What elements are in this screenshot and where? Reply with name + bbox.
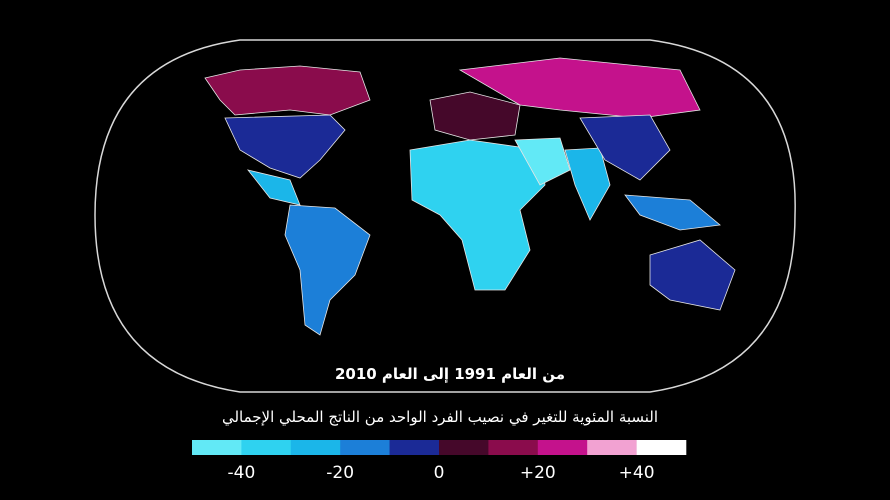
continents — [204, 57, 736, 336]
south-america — [284, 204, 371, 336]
legend-tick-label: -40 — [228, 463, 256, 483]
middle-east — [514, 137, 571, 186]
legend-swatch — [389, 440, 440, 455]
legend-tick-label: +40 — [619, 463, 655, 483]
legend-swatch — [439, 440, 489, 455]
legend-tick-label: +20 — [520, 463, 556, 483]
central-america — [246, 169, 301, 206]
australia — [649, 239, 736, 311]
legend-swatch — [537, 440, 588, 455]
legend-swatch — [636, 440, 687, 455]
legend-swatch — [192, 440, 242, 455]
legend-swatch — [290, 440, 341, 455]
canada — [204, 65, 371, 116]
india — [564, 147, 611, 221]
southeast-asia — [624, 194, 721, 231]
usa — [224, 114, 346, 179]
legend-tick-label: -20 — [326, 463, 354, 483]
legend-swatch — [488, 440, 539, 455]
legend-swatch — [340, 440, 390, 455]
russia — [458, 57, 701, 119]
legend-title: النسبة المئوية للتغير في نصيب الفرد الوا… — [222, 408, 658, 427]
legend-tick-label: 0 — [434, 463, 445, 483]
legend-swatch — [241, 440, 292, 455]
subtitle: من العام 1991 إلى العام 2010 — [335, 365, 565, 383]
legend: -40 -20 0 +20 +40 — [192, 440, 687, 483]
legend-swatch — [587, 440, 637, 455]
china — [579, 114, 671, 181]
europe — [429, 91, 521, 141]
